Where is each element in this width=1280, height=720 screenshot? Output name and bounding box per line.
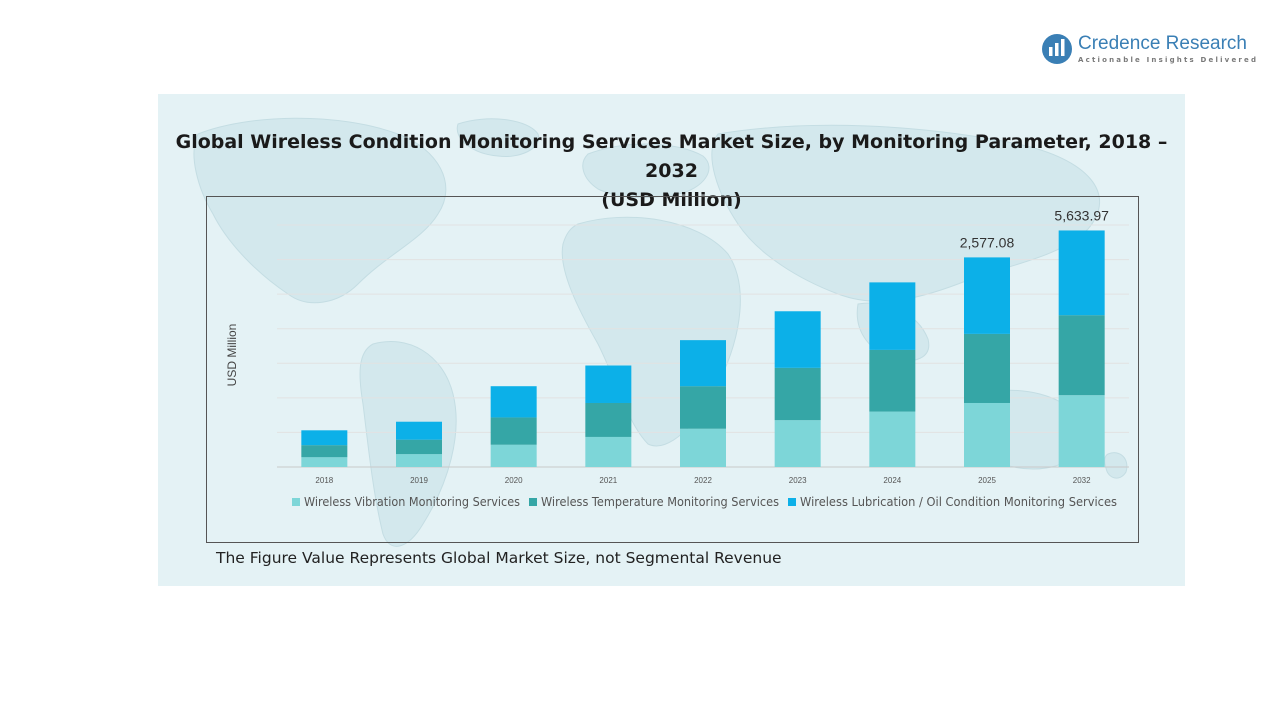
bar-segment-2: [774, 367, 821, 421]
legend-label-3: Wireless Lubrication / Oil Condition Mon…: [800, 495, 1117, 509]
chart-panel: Global Wireless Condition Monitoring Ser…: [158, 94, 1185, 586]
bar-segment-3: [396, 421, 442, 440]
bar-segment-2: [1058, 315, 1105, 396]
bar-segment-1: [585, 436, 632, 467]
credence-research-logo: Credence Research Actionable Insights De…: [1040, 32, 1259, 68]
bar-segment-1: [964, 402, 1010, 467]
x-tick-label: 2022: [694, 476, 712, 485]
legend-label-2: Wireless Temperature Monitoring Services: [541, 495, 779, 509]
legend-swatch-3: [788, 498, 796, 506]
bar-segment-1: [301, 457, 348, 467]
bar-segment-1: [680, 428, 726, 467]
bar-segment-1: [396, 454, 442, 467]
bar-segment-3: [301, 430, 348, 446]
chart-title-main: Global Wireless Condition Monitoring Ser…: [175, 131, 1168, 182]
x-tick-label: 2021: [599, 476, 617, 485]
bar-segment-2: [585, 402, 632, 437]
chart-title: Global Wireless Condition Monitoring Ser…: [158, 128, 1185, 215]
bar-segment-1: [869, 411, 916, 467]
bar-segment-2: [396, 439, 442, 455]
bar-segment-3: [964, 257, 1010, 334]
bar-segment-3: [869, 282, 916, 350]
bar-segment-3: [585, 365, 632, 403]
bar-segment-2: [964, 333, 1010, 403]
bar-segment-1: [490, 444, 537, 467]
x-tick-label: 2025: [978, 476, 996, 485]
x-tick-label: 2019: [410, 476, 428, 485]
chart-footnote: The Figure Value Represents Global Marke…: [216, 549, 782, 567]
chart-frame: 2018 2019 2020 2021 2022 2023 2024 2025 2032 2,57…: [206, 196, 1139, 543]
data-label: 5,633.97: [1054, 207, 1109, 223]
x-tick-label: 2020: [505, 476, 523, 485]
legend-swatch-2: [529, 498, 537, 506]
credence-logo-icon: [1042, 34, 1072, 64]
bar-segment-2: [869, 349, 916, 412]
chart-title-unit: (USD Million): [601, 189, 742, 211]
y-axis-label: USD Million: [225, 324, 239, 387]
bar-segment-3: [1058, 230, 1105, 316]
x-tick-label: 2032: [1073, 476, 1091, 485]
x-tick-label: 2024: [883, 476, 901, 485]
bar-segment-2: [301, 445, 348, 458]
x-tick-label: 2018: [315, 476, 333, 485]
bar-segment-2: [680, 386, 726, 429]
bar-segment-3: [774, 311, 821, 368]
bar-segment-3: [680, 340, 726, 387]
brand-tagline: Actionable Insights Delivered: [1078, 56, 1259, 64]
legend-swatch-1: [292, 498, 300, 506]
x-tick-label: 2023: [789, 476, 807, 485]
legend-label-1: Wireless Vibration Monitoring Services: [304, 495, 520, 509]
bar-segment-1: [1058, 395, 1105, 467]
bar-segment-1: [774, 420, 821, 467]
brand-name: Credence Research: [1078, 33, 1247, 54]
bar-segment-3: [490, 386, 537, 418]
stacked-bar-chart: 2018 2019 2020 2021 2022 2023 2024 2025 2032 2,57…: [225, 207, 1129, 509]
data-label: 2,577.08: [960, 234, 1015, 250]
bar-segment-2: [490, 417, 537, 445]
